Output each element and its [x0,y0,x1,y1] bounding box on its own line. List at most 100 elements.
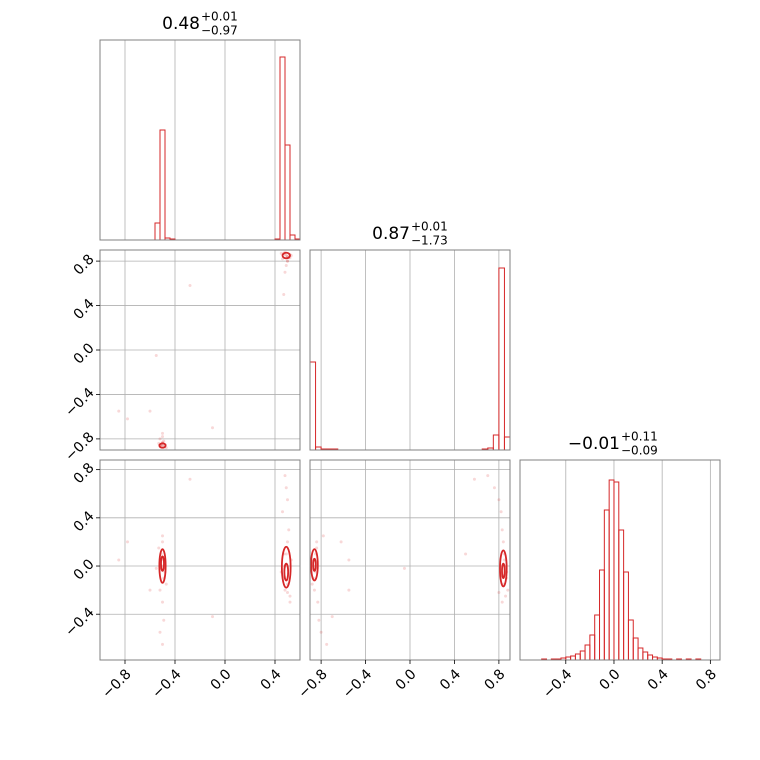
sample-point [284,264,288,268]
sample-point [497,591,501,595]
sample-point [284,254,288,258]
sample-point [154,566,158,570]
sample-point [317,618,321,622]
sample-point [154,354,158,358]
sample-point [492,486,496,490]
title-lower: −1.73 [411,234,448,248]
sample-point [157,546,161,550]
histogram-bar [309,361,317,451]
axes-frame [519,459,721,661]
sample-point [312,588,316,592]
histogram-bar [599,569,605,661]
sample-point [126,540,129,544]
sample-point [283,270,287,274]
title-value: −0.01 [568,434,620,454]
x-tick-label: 0.4 [645,666,672,693]
density-contour [283,562,290,582]
sample-point [315,540,319,544]
x-tick-label: 0.8 [481,666,508,693]
sample-point [472,477,476,481]
x-tick-label: −0.4 [149,666,184,701]
y-tick-label: −0.8 [62,429,97,464]
title-value: 0.87 [372,224,410,244]
density-contour [158,442,167,449]
sample-point [126,417,129,421]
sample-point [188,284,192,288]
density-contour [312,557,317,572]
sample-point [347,558,351,562]
title-upper: +0.01 [201,10,238,24]
sample-point [402,566,406,570]
x-tick-label: 0.0 [393,666,420,693]
density-contour [501,562,506,579]
sample-point [158,630,162,634]
sample-point [310,582,314,586]
y-tick-label: 0.0 [71,556,98,583]
sample-point [164,582,168,586]
histogram-bar [603,509,610,661]
x-tick-label: −0.8 [99,666,134,701]
y-tick-label: 0.4 [71,296,98,323]
sample-point [188,477,192,481]
sample-point [501,540,505,544]
histogram-bar [613,481,620,661]
sample-point [283,474,287,478]
histogram-bar [608,479,615,661]
sample-point [286,259,289,263]
sample-point [161,642,164,646]
sample-point [161,600,164,604]
sample-point [162,618,166,622]
sample-point [284,552,288,556]
x-tick-label: 0.0 [208,666,235,693]
histogram-bar [637,647,644,661]
sample-point [464,552,468,556]
histogram-bar [584,644,591,661]
histogram-bar [284,144,291,241]
sample-point [288,600,292,604]
axes-frame [99,459,301,661]
sample-point [161,540,164,544]
axes-frame [309,249,511,451]
title-lower: −0.09 [621,444,658,458]
sample-point [286,540,289,544]
sample-point [347,588,351,592]
axes-frame [99,39,301,241]
sample-point [148,588,152,592]
sample-point [162,439,166,443]
sample-point [319,630,323,634]
histogram-bar [154,222,161,241]
histogram-bar [579,650,586,661]
x-tick-label: 0.4 [258,666,285,693]
histogram-bar [647,654,654,661]
title-value: 0.48 [162,14,200,34]
sample-point [486,474,490,478]
sample-point [286,498,289,502]
x-tick-label: 0.4 [437,666,464,693]
sample-point [321,534,325,538]
x-tick-label: 0.0 [597,666,624,693]
histogram-bar [642,651,649,661]
sample-point [283,588,287,592]
sample-point [288,594,292,598]
sample-point [158,588,162,592]
sample-point [161,444,164,448]
sample-point [286,259,289,263]
histogram-bar [289,234,296,241]
sample-point [286,591,289,595]
x-tick-label: −0.4 [340,666,375,701]
density-contour [280,545,292,589]
sample-point [281,510,284,514]
histogram-bar [279,56,286,241]
sample-point [502,558,506,562]
histogram-bar [594,614,601,661]
y-tick-label: 0.0 [71,340,98,367]
sample-point [504,594,508,598]
histogram-bar [574,653,581,661]
sample-point [158,437,162,441]
histogram-bar [627,619,634,661]
x-tick-label: −0.4 [540,666,575,701]
sample-point [211,426,214,430]
histogram-bar [570,655,576,661]
density-contour [160,555,165,572]
